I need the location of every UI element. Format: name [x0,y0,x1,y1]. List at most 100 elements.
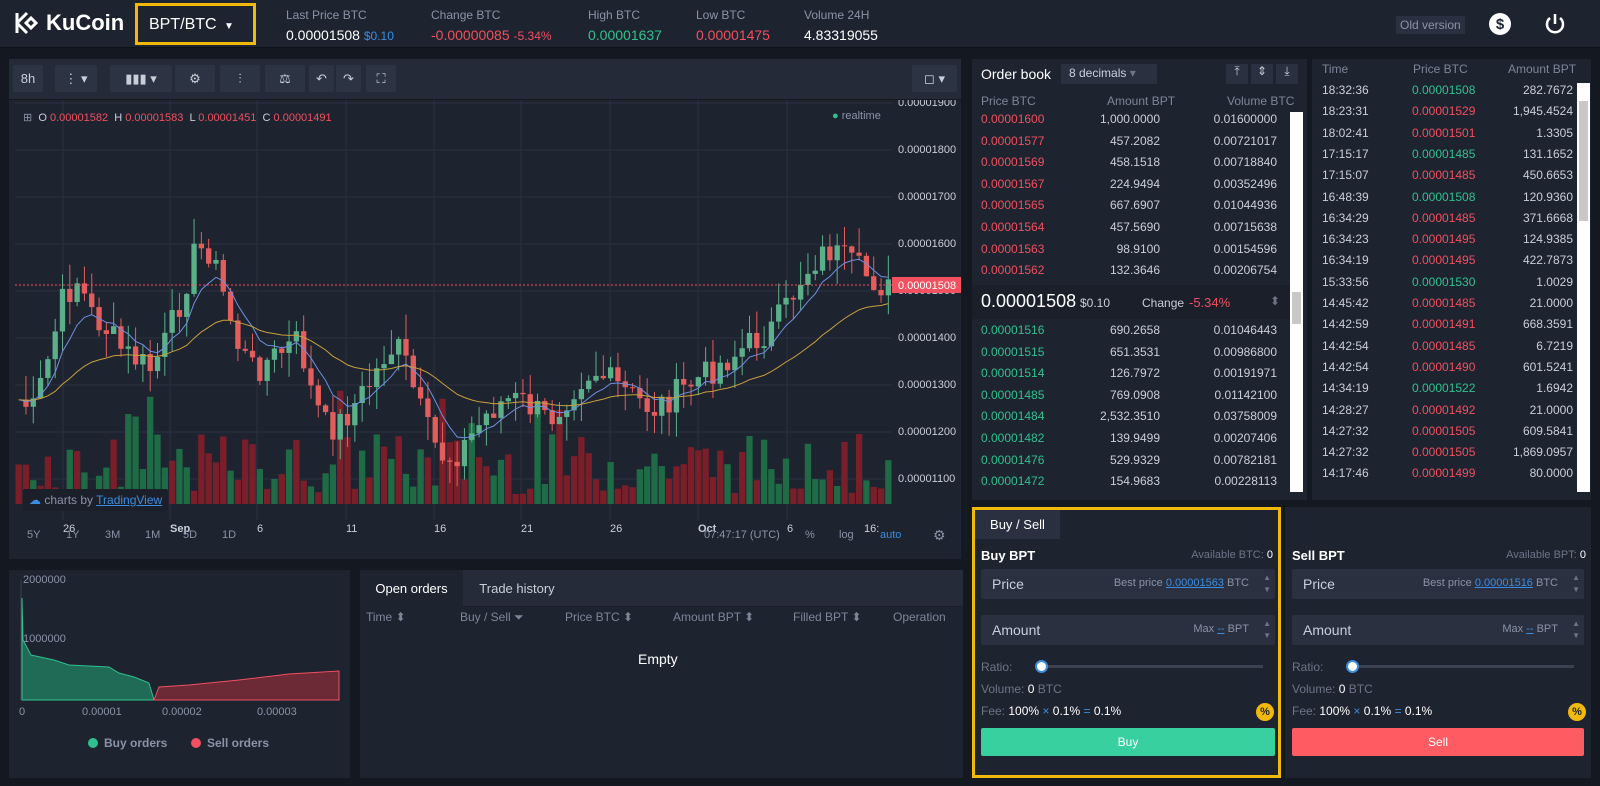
undo-button[interactable]: ↶ [309,65,334,92]
tab-trade-history[interactable]: Trade history [479,581,555,596]
sell-amount-input[interactable]: Amount Max -- BPT ▲ ▼ [1292,615,1584,645]
orderbook-row[interactable]: 0.00001485 769.0908 0.01142100 [972,384,1290,406]
asks-only-icon[interactable]: ⤒ [1226,64,1248,84]
ohlc-open-label: O [38,112,47,124]
ratio-slider[interactable] [1346,660,1574,673]
chart-color-button[interactable]: ◻ ▾ [912,65,957,92]
auto-toggle[interactable]: auto [880,529,902,541]
orderbook-row[interactable]: 0.00001567 224.9494 0.00352496 [972,173,1290,195]
fee-discount-icon[interactable]: % [1256,703,1274,721]
orderbook-amount: 2,532.3510 [1099,409,1160,424]
col-volume: Volume BTC [1227,94,1295,108]
settings-button[interactable]: ⚙ [175,65,215,92]
trades-scrollbar[interactable] [1577,83,1590,492]
candle-body [878,290,884,296]
volume-bar [578,437,585,504]
range-1m[interactable]: 1M [145,529,161,541]
trade-amount: 371.6668 [1522,210,1573,225]
orderbook-row[interactable]: 0.00001562 132.3646 0.00206754 [972,259,1290,281]
both-sides-icon[interactable]: ⇕ [1251,64,1273,84]
best-price-link[interactable]: 0.00001516 [1474,577,1533,589]
power-icon[interactable] [1543,12,1567,36]
percent-toggle[interactable]: % [805,529,815,541]
kucoin-logo[interactable]: KuCoin [14,10,124,36]
col-side[interactable]: Buy / Sell ⏷ [460,610,524,625]
stepper-icon[interactable]: ▲ ▼ [1263,573,1271,594]
volume-bar [15,464,22,504]
ratio-slider[interactable] [1035,660,1263,673]
col-time[interactable]: Time ⬍ [366,610,406,624]
candlestick-plot[interactable] [15,100,892,520]
orderbook-row[interactable]: 0.00001565 667.6907 0.01044936 [972,194,1290,216]
orderbook-row[interactable]: 0.00001569 458.1518 0.00718840 [972,151,1290,173]
stepper-icon[interactable]: ▲ ▼ [1263,619,1271,640]
orderbook-row[interactable]: 0.00001563 98.9100 0.00154596 [972,238,1290,260]
price-axis[interactable]: 0.00001900 0.00001800 0.00001700 0.00001600… [892,100,961,520]
range-5d[interactable]: 5D [183,529,198,541]
volume-bar [863,480,870,504]
buy-button[interactable]: Buy [981,728,1275,756]
sell-button[interactable]: Sell [1292,728,1584,756]
buy-amount-input[interactable]: Amount Max -- BPT ▲ ▼ [981,615,1275,645]
trade-row: 16:34:23 0.00001495 124.9385 [1312,228,1577,250]
tab-open-orders[interactable]: Open orders [360,570,463,607]
trade-amount: 80.0000 [1529,466,1573,481]
orderbook-row[interactable]: 0.00001577 457.2082 0.00721017 [972,130,1290,152]
pair-selector[interactable]: BPT/BTC ▼ [135,3,256,45]
max-link[interactable]: -- [1217,623,1225,635]
col-price[interactable]: Price BTC ⬍ [565,610,633,624]
orderbook-row[interactable]: 0.00001516 690.2658 0.01046443 [972,319,1290,341]
scrollbar-thumb[interactable] [1579,101,1588,221]
orderbook-scrollbar[interactable] [1290,112,1303,492]
fee-discount-icon[interactable]: % [1568,703,1586,721]
interval-menu-button[interactable]: ⋮ ▾ [55,65,97,92]
tab-buy-sell[interactable]: Buy / Sell [975,510,1060,539]
range-3m[interactable]: 3M [105,529,121,541]
max-unit: BPT [1536,623,1558,635]
candle-body [242,348,248,351]
candle-type-button[interactable]: ▮▮▮ ▾ [110,65,172,92]
decimals-select[interactable]: 8 decimals ▾ [1061,64,1157,84]
fullscreen-button[interactable]: ⛶ [366,65,396,92]
orderbook-row[interactable]: 0.00001482 139.9499 0.00207406 [972,427,1290,449]
orderbook-row[interactable]: 0.00001514 126.7972 0.00191971 [972,362,1290,384]
orderbook-row[interactable]: 0.00001600 1,000.0000 0.01600000 [972,108,1290,130]
buy-price-input[interactable]: Price Best price 0.00001563 BTC ▲ ▼ [981,569,1275,599]
interval-button[interactable]: 8h [13,65,43,92]
volume-bar [183,467,190,504]
col-amount[interactable]: Amount BPT ⬍ [673,610,754,624]
currency-icon[interactable]: $ [1488,12,1512,36]
trade-price: 0.00001508 [1412,83,1476,97]
bids-only-icon[interactable]: ⤓ [1276,64,1298,84]
stepper-icon[interactable]: ▲ ▼ [1572,573,1580,594]
orderbook-row[interactable]: 0.00001484 2,532.3510 0.03758009 [972,405,1290,427]
tradingview-attribution[interactable]: ☁ charts by TradingView [23,489,169,511]
scrollbar-thumb[interactable] [1292,292,1301,324]
old-version-link[interactable]: Old version [1396,16,1465,34]
volume-value: 0 [1027,682,1035,696]
orderbook-row[interactable]: 0.00001476 529.9329 0.00782181 [972,449,1290,471]
slider-handle[interactable] [1035,660,1048,673]
orderbook-row[interactable]: 0.00001472 154.9683 0.00228113 [972,470,1290,492]
ohlc-close: 0.00001491 [273,112,332,124]
stepper-icon[interactable]: ▲ ▼ [1572,619,1580,640]
log-toggle[interactable]: log [839,529,854,541]
orderbook-row[interactable]: 0.00001564 457.5690 0.00715638 [972,216,1290,238]
orderbook-row[interactable]: 0.00001515 651.3531 0.00986800 [972,341,1290,363]
max-link[interactable]: -- [1526,623,1534,635]
indicators-button[interactable]: ⫶ [220,65,260,92]
range-5y[interactable]: 5Y [27,529,41,541]
col-price: Price BTC [1413,62,1468,76]
sell-price-input[interactable]: Price Best price 0.00001516 BTC ▲ ▼ [1292,569,1584,599]
gear-icon[interactable]: ⚙ [933,527,946,543]
candle-body [688,384,694,387]
best-price-link[interactable]: 0.00001563 [1165,577,1224,589]
trade-time: 14:42:54 [1322,338,1369,353]
range-1d[interactable]: 1D [222,529,237,541]
compare-button[interactable]: ⚖ [265,65,305,92]
slider-handle[interactable] [1346,660,1359,673]
tradingview-link[interactable]: TradingView [96,493,163,507]
range-1y[interactable]: 1Y [66,529,80,541]
redo-button[interactable]: ↷ [336,65,361,92]
col-filled[interactable]: Filled BPT ⬍ [793,610,862,624]
